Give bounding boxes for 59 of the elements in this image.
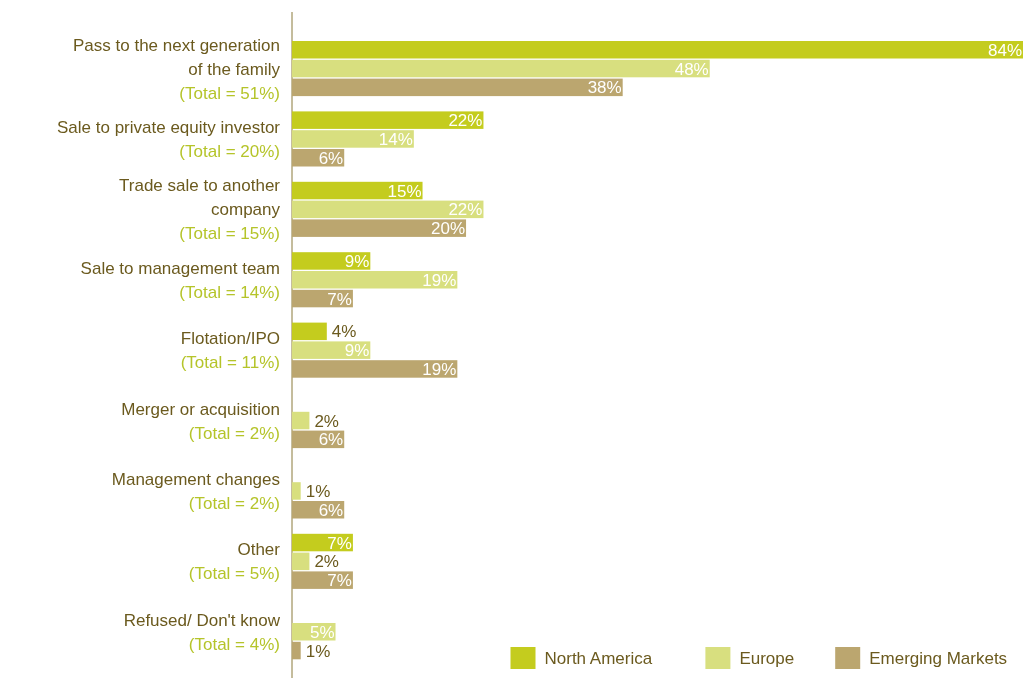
data-label: 2% [314, 552, 339, 572]
data-label: 6% [318, 430, 344, 450]
data-label: 15% [387, 181, 422, 201]
text: (Total = 2%) [188, 493, 280, 513]
y-tick-label: Pass to the next generation of the family [73, 35, 281, 79]
data-label: 6% [318, 500, 344, 520]
bar [292, 552, 310, 571]
data-label: 7% [327, 533, 352, 553]
y-tick-label: Refused/ Don't know [123, 610, 281, 630]
data-label: 20% [431, 219, 466, 239]
text: (Total = 2%) [188, 423, 280, 443]
data-label: 38% [587, 78, 622, 98]
bar [292, 322, 327, 341]
bar [292, 411, 310, 430]
data-label: 19% [422, 270, 457, 290]
data-label: 48% [674, 59, 709, 79]
y-tick-label: Flotation/IPO [180, 329, 280, 349]
data-label: 9% [344, 341, 370, 361]
data-label: 22% [448, 200, 483, 220]
data-label: 84% [987, 40, 1022, 60]
data-label: 22% [448, 111, 483, 131]
bar [292, 219, 467, 237]
bar [292, 200, 484, 219]
y-tick-label: Sale to private equity investor [56, 117, 281, 137]
bar [292, 59, 710, 78]
y-tick-label: Management changes [111, 469, 280, 489]
bar [292, 360, 458, 378]
data-label: 19% [422, 360, 457, 380]
legend-label: Emerging Markets [869, 649, 1008, 669]
y-tick-label: Trade sale to another company [119, 176, 281, 220]
data-label: 9% [344, 252, 370, 272]
bar [292, 130, 414, 148]
text: (Total = 51%) [179, 83, 280, 103]
y-tick-label: Merger or acquisition [121, 399, 280, 419]
text: (Total = 4%) [188, 634, 280, 654]
bar [292, 111, 484, 129]
data-label: 7% [327, 571, 352, 591]
data-label: 7% [327, 289, 352, 309]
text: (Total = 11%) [180, 353, 280, 373]
bar [292, 271, 458, 289]
bar [292, 641, 301, 660]
data-label: 14% [378, 130, 413, 150]
data-label: 4% [331, 322, 357, 342]
data-label: 1% [305, 641, 331, 661]
data-label: 6% [318, 148, 344, 168]
text: (Total = 15%) [179, 224, 280, 244]
y-tick-label: Other [237, 540, 281, 560]
text: (Total = 5%) [188, 564, 280, 584]
legend-label: Europe [739, 649, 795, 669]
data-label: 2% [314, 411, 339, 431]
bar [292, 78, 623, 97]
data-label: 1% [305, 482, 331, 502]
y-tick-label: Sale to management team [80, 258, 280, 278]
data-label: 5% [309, 622, 335, 642]
text: (Total = 14%) [179, 282, 280, 302]
bar [292, 482, 301, 500]
text: (Total = 20%) [179, 141, 280, 161]
legend-label: North America [544, 649, 653, 669]
bar [292, 41, 1023, 59]
